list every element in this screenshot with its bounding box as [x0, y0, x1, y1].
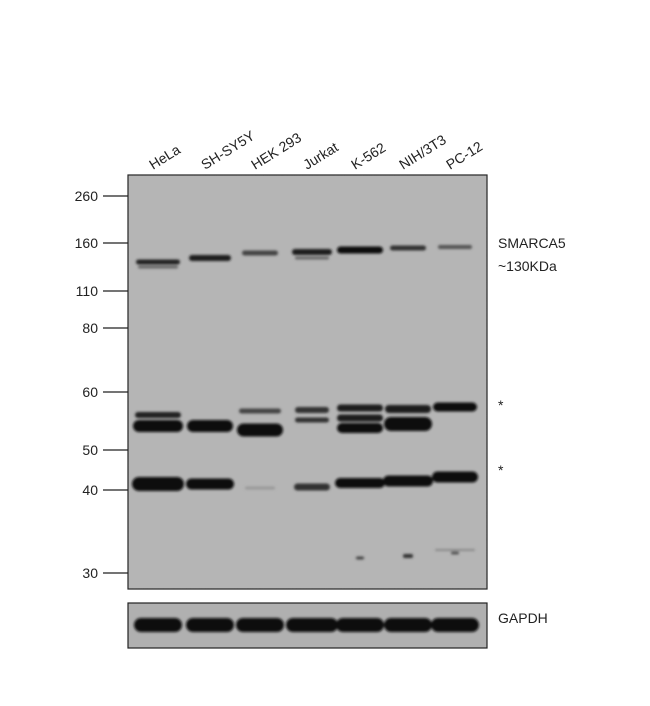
lane-label: HEK 293 — [248, 129, 304, 172]
lane-label: PC-12 — [443, 138, 485, 173]
band — [187, 420, 233, 432]
band — [390, 245, 426, 251]
size-label: ~130KDa — [498, 258, 557, 274]
lane-label: K-562 — [348, 139, 388, 172]
band — [383, 475, 433, 487]
gapdh-band — [431, 618, 479, 632]
band — [186, 478, 234, 490]
gapdh-band — [336, 618, 384, 632]
band — [295, 407, 329, 413]
lane-label: SH-SY5Y — [198, 127, 258, 173]
band — [385, 405, 431, 413]
marker-labels: 260 160 110 80 60 50 40 30 — [75, 188, 128, 581]
marker-label: 40 — [82, 482, 98, 498]
band — [403, 554, 413, 558]
band — [239, 408, 281, 414]
band — [132, 477, 184, 491]
band — [335, 478, 385, 488]
star-lower: * — [498, 462, 504, 478]
band — [432, 471, 478, 483]
marker-label: 50 — [82, 442, 98, 458]
marker-label: 80 — [82, 320, 98, 336]
lane-label: Jurkat — [300, 139, 341, 173]
gapdh-band — [134, 618, 182, 632]
band — [136, 259, 180, 265]
bands — [132, 245, 479, 632]
band — [433, 402, 477, 412]
band — [356, 556, 364, 560]
band — [237, 423, 283, 437]
band — [295, 417, 329, 423]
band — [133, 420, 183, 432]
target-label: SMARCA5 — [498, 235, 566, 251]
band — [384, 417, 432, 431]
marker-label: 160 — [75, 235, 99, 251]
band — [451, 551, 459, 555]
band — [337, 423, 383, 433]
band — [135, 412, 181, 418]
band — [337, 246, 383, 254]
marker-label: 60 — [82, 384, 98, 400]
band — [337, 414, 383, 422]
gapdh-band — [286, 618, 338, 632]
loading-control-label: GAPDH — [498, 610, 548, 626]
star-upper: * — [498, 397, 504, 413]
band — [435, 549, 475, 551]
band — [438, 245, 472, 249]
band — [189, 255, 231, 261]
band — [245, 486, 275, 490]
gapdh-band — [186, 618, 234, 632]
lane-label: HeLa — [146, 141, 183, 172]
gapdh-band — [236, 618, 284, 632]
marker-label: 110 — [76, 283, 99, 299]
band — [295, 256, 329, 260]
band — [294, 483, 330, 491]
band — [337, 404, 383, 412]
lane-label: NIH/3T3 — [396, 131, 449, 172]
marker-label: 30 — [82, 565, 98, 581]
blot-texture — [128, 175, 487, 589]
gapdh-band — [384, 618, 432, 632]
marker-label: 260 — [75, 188, 99, 204]
band — [292, 249, 332, 255]
band — [138, 265, 178, 269]
band — [242, 250, 278, 256]
